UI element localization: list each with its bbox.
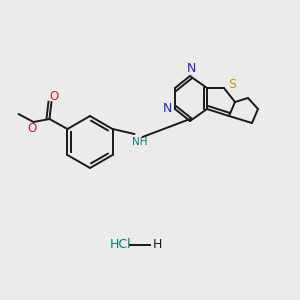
Text: N: N: [162, 101, 172, 115]
Text: S: S: [228, 77, 236, 91]
Text: NH: NH: [132, 137, 147, 147]
Text: HCl: HCl: [110, 238, 132, 251]
Text: O: O: [50, 91, 59, 103]
Text: N: N: [186, 62, 196, 76]
Text: H: H: [153, 238, 162, 251]
Text: O: O: [28, 122, 37, 134]
